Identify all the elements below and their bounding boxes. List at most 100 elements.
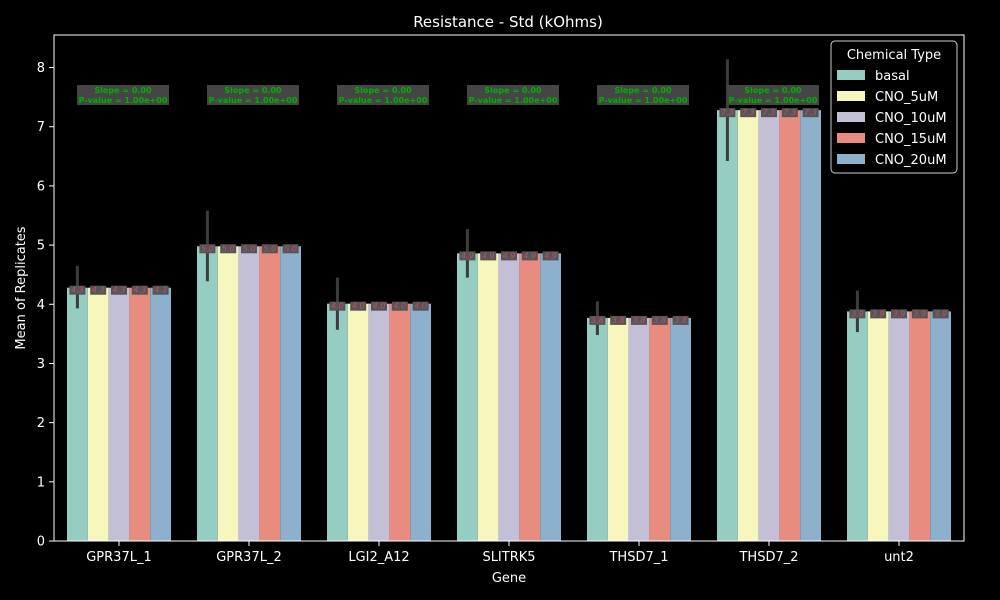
annotation-box xyxy=(337,85,429,105)
bar xyxy=(389,303,411,541)
legend: Chemical Type basal CNO_5uM CNO_10uM CNO_15u… xyxy=(830,40,958,174)
data-label: 4.0 xyxy=(331,302,344,311)
data-label-box xyxy=(391,301,408,311)
data-label-box xyxy=(282,244,299,254)
legend-title: Chemical Type xyxy=(847,48,941,63)
data-label-box xyxy=(480,251,497,261)
bar xyxy=(800,110,821,542)
data-label-box xyxy=(631,315,647,325)
data-label: 7.3 xyxy=(763,108,776,117)
annotation-text: Slope = 0.00 xyxy=(354,86,412,95)
annotation-text: Slope = 0.00 xyxy=(614,86,672,95)
chart-title: Resistance - Std (kOhms) xyxy=(413,13,603,31)
data-label-box xyxy=(90,285,107,295)
data-label-box xyxy=(131,285,148,295)
data-label: 3.9 xyxy=(913,309,926,318)
data-label-box xyxy=(412,301,429,311)
legend-swatch xyxy=(837,112,865,122)
data-label-box xyxy=(761,108,777,118)
bar xyxy=(867,311,889,541)
data-label-box xyxy=(220,244,237,254)
x-axis-label: Gene xyxy=(492,571,526,586)
bar xyxy=(628,317,650,541)
annotation-box xyxy=(727,85,819,105)
data-label: 4.0 xyxy=(414,302,427,311)
data-label: 4.9 xyxy=(503,251,516,260)
data-label-box xyxy=(152,285,169,295)
annotation-text: P-value = 1.00e+00 xyxy=(339,96,428,105)
data-label: 5.0 xyxy=(201,244,214,253)
data-label-box xyxy=(199,244,216,254)
bar xyxy=(368,303,390,541)
y-tick-label: 6 xyxy=(37,179,45,194)
legend-entry: CNO_20uM xyxy=(875,153,947,168)
annotation-text: P-value = 1.00e+00 xyxy=(79,96,168,105)
data-label-box xyxy=(672,315,689,325)
data-label: 4.3 xyxy=(113,286,126,295)
data-label: 4.0 xyxy=(352,302,365,311)
annotation-text: P-value = 1.00e+00 xyxy=(469,96,558,105)
data-label: 3.8 xyxy=(674,316,687,325)
data-label: 7.3 xyxy=(742,108,755,117)
data-label-box xyxy=(849,309,866,319)
bar xyxy=(129,287,151,541)
bar xyxy=(717,110,738,542)
bar xyxy=(498,253,520,541)
x-tick-label: SLITRK5 xyxy=(482,550,535,565)
y-tick-label: 0 xyxy=(37,535,45,550)
y-tick-label: 1 xyxy=(37,475,45,490)
data-label-box xyxy=(651,315,668,325)
data-labels-group: 4.3 4.3 4.3 4.3 4.3 5.0 5.0 5.0 5.0 5.0 4.0 4.0 4.0 4… xyxy=(69,108,949,325)
data-label-box xyxy=(501,251,517,261)
bar xyxy=(217,246,239,541)
data-label-box xyxy=(241,244,257,254)
bar xyxy=(847,311,868,541)
x-tick-label: unt2 xyxy=(884,550,914,565)
bar xyxy=(888,311,910,541)
annotation-text: Slope = 0.00 xyxy=(484,86,542,95)
data-label: 3.8 xyxy=(591,316,604,325)
annotation-box xyxy=(467,85,559,105)
annotation-box xyxy=(207,85,299,105)
legend-swatch xyxy=(837,91,865,101)
data-label-box xyxy=(542,251,559,261)
legend-entry: CNO_10uM xyxy=(875,111,947,126)
data-label: 3.9 xyxy=(934,309,947,318)
data-label-box xyxy=(802,108,819,118)
annotation-text: P-value = 1.00e+00 xyxy=(729,96,818,105)
y-tick-label: 8 xyxy=(37,61,45,76)
bar xyxy=(909,311,931,541)
bar xyxy=(587,317,608,541)
data-label-box xyxy=(261,244,278,254)
x-axis: GPR37L_1 GPR37L_2 LGI2_A12 SLITRK5 THSD7_1 TH… xyxy=(86,541,914,565)
bar xyxy=(540,253,561,541)
y-tick-label: 5 xyxy=(37,239,45,254)
data-label-box xyxy=(329,301,346,311)
data-label: 5.0 xyxy=(222,244,235,253)
data-label: 3.8 xyxy=(633,316,646,325)
data-label: 7.3 xyxy=(721,108,734,117)
x-tick-label: LGI2_A12 xyxy=(348,550,409,565)
y-tick-label: 3 xyxy=(37,357,45,372)
data-label-box xyxy=(610,315,627,325)
data-label: 4.9 xyxy=(544,251,557,260)
annotation-box xyxy=(597,85,689,105)
data-label: 3.8 xyxy=(653,316,666,325)
data-label-box xyxy=(891,309,907,319)
annotation-text: Slope = 0.00 xyxy=(744,86,802,95)
legend-entry: basal xyxy=(875,69,910,84)
bar xyxy=(737,110,759,542)
data-label: 3.9 xyxy=(893,309,906,318)
data-label-box xyxy=(350,301,367,311)
data-label: 3.9 xyxy=(851,309,864,318)
data-label: 5.0 xyxy=(284,244,297,253)
legend-entry: CNO_15uM xyxy=(875,132,947,147)
x-tick-label: GPR37L_1 xyxy=(86,550,152,565)
annotation-text: P-value = 1.00e+00 xyxy=(599,96,688,105)
bar xyxy=(457,253,478,541)
x-tick-label: THSD7_1 xyxy=(608,550,668,565)
annotation-box xyxy=(77,85,169,105)
bar xyxy=(410,303,431,541)
data-label: 7.3 xyxy=(804,108,817,117)
